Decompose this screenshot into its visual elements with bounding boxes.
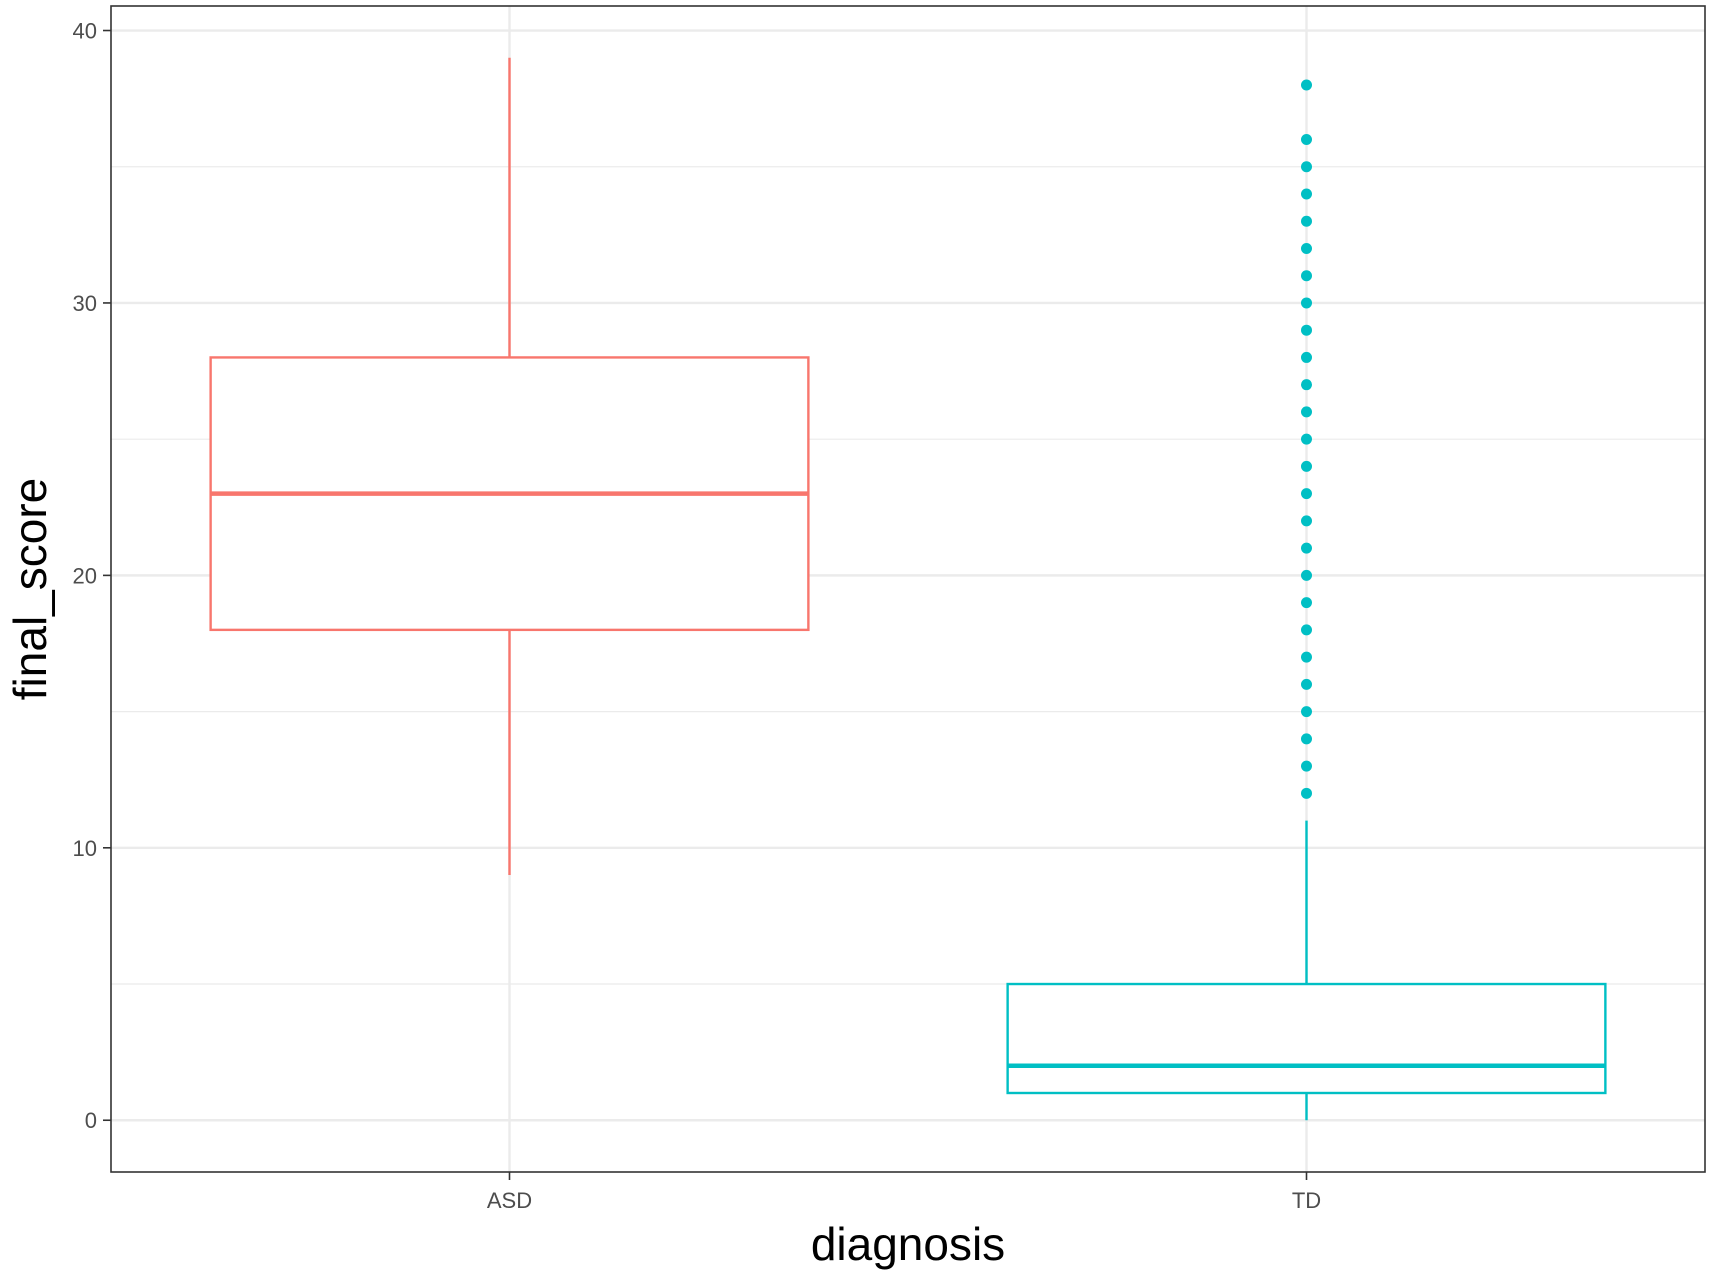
outlier-point [1301, 706, 1312, 718]
outlier-point [1301, 433, 1312, 445]
outlier-point [1301, 515, 1312, 527]
y-tick-label: 10 [73, 836, 97, 861]
y-tick-label: 20 [73, 563, 97, 588]
outlier-point [1301, 133, 1312, 145]
outlier-point [1301, 242, 1312, 254]
outlier-point [1301, 569, 1312, 581]
x-tick-label: ASD [487, 1188, 532, 1213]
outlier-point [1301, 379, 1312, 391]
y-axis-ticks: 0 10 20 30 40 [73, 19, 111, 1133]
box-td [1006, 79, 1607, 1121]
outlier-point [1301, 678, 1312, 690]
outlier-point [1301, 460, 1312, 472]
y-tick-label: 40 [73, 19, 97, 44]
x-axis-ticks: ASD TD [487, 1172, 1321, 1213]
plot-panel-border [110, 5, 1706, 1173]
x-axis-title: diagnosis [811, 1218, 1005, 1270]
outlier-point [1301, 787, 1312, 799]
box-iqr [1006, 982, 1607, 1095]
outlier-point [1301, 351, 1312, 363]
outlier-point [1301, 651, 1312, 663]
outlier-point [1301, 324, 1312, 336]
box-asd [209, 57, 810, 876]
outlier-point [1301, 161, 1312, 173]
y-axis-title: final_score [4, 478, 56, 700]
outlier-point [1301, 188, 1312, 200]
outlier-point [1301, 297, 1312, 309]
x-tick-label: TD [1292, 1188, 1321, 1213]
outlier-point [1301, 406, 1312, 418]
outlier-point [1301, 270, 1312, 282]
outlier-point [1301, 488, 1312, 500]
outlier-point [1301, 597, 1312, 609]
box-series [209, 57, 1607, 1121]
outlier-point [1301, 542, 1312, 554]
outlier-point [1301, 733, 1312, 745]
y-tick-label: 0 [85, 1108, 97, 1133]
outlier-point [1301, 79, 1312, 91]
y-tick-label: 30 [73, 291, 97, 316]
outlier-point [1301, 760, 1312, 772]
outlier-point [1301, 624, 1312, 636]
outlier-point [1301, 215, 1312, 227]
